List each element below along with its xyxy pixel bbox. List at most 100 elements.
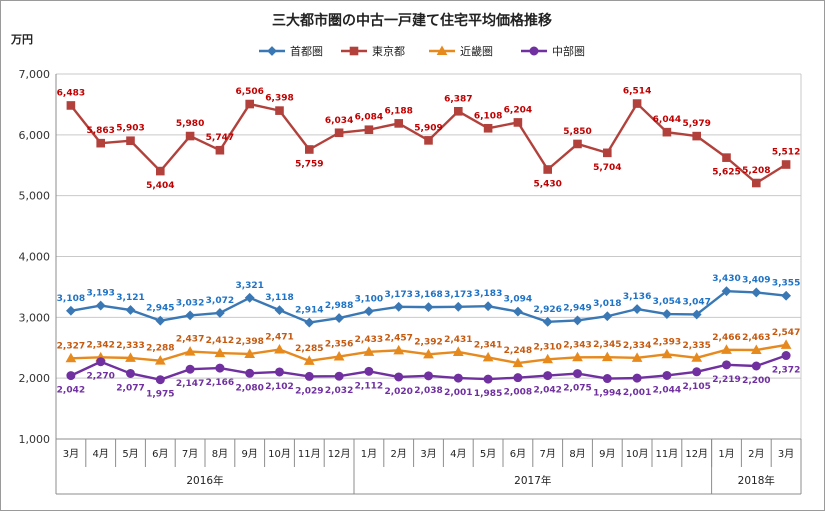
data-point [274,305,285,316]
data-label: 2,341 [474,340,502,350]
data-label: 3,032 [176,298,204,308]
legend-label: 近畿圏 [460,44,493,58]
x-tick-label: 2月 [748,448,764,460]
data-point [363,306,374,317]
data-label: 2,001 [623,388,651,398]
data-point [752,178,761,188]
data-label: 5,430 [533,180,561,190]
data-point [275,106,284,115]
data-label: 2,029 [295,386,323,396]
y-tick-label: 2,000 [19,372,51,385]
data-label: 3,173 [384,290,412,300]
data-label: 2,310 [533,342,561,352]
legend-label: 東京都 [372,44,405,58]
data-point [96,357,106,367]
data-point [424,371,433,381]
data-point [691,309,702,320]
data-point [751,287,762,298]
data-label: 3,054 [653,297,681,307]
data-label: 2,466 [712,333,740,343]
data-point [692,131,702,141]
data-point [245,99,254,109]
data-point [65,352,77,363]
data-label: 2,285 [295,344,323,354]
x-tick-label: 4月 [450,448,466,460]
data-label: 2,038 [414,386,442,396]
data-label: 2,248 [504,346,532,356]
data-point [215,363,225,373]
data-point [722,153,731,162]
year-label: 2017年 [514,474,551,487]
data-label: 1,975 [146,390,174,400]
data-label: 2,393 [653,337,681,347]
x-tick-label: 5月 [122,448,138,460]
data-point [185,131,195,141]
data-label: 2,001 [444,388,472,398]
data-point [483,123,493,133]
data-point [393,301,404,312]
data-label: 2,433 [355,335,383,345]
data-point [483,301,494,312]
data-point [349,46,359,56]
data-label: 2,327 [57,341,85,351]
year-label: 2016年 [186,474,223,487]
data-point [305,145,314,154]
data-point [483,374,493,384]
data-label: 3,409 [742,275,770,285]
data-label: 6,204 [504,105,532,115]
data-point [364,366,374,376]
data-label: 2,044 [653,385,681,395]
data-label: 2,105 [682,382,710,392]
data-label: 2,219 [712,375,740,385]
data-label: 2,335 [682,341,710,351]
data-point [513,373,523,383]
data-label: 2,166 [206,378,234,388]
data-label: 5,980 [176,119,204,129]
data-point [423,302,434,313]
data-label: 2,075 [563,384,591,394]
data-point [572,351,583,362]
data-point [275,367,284,377]
data-label: 6,034 [325,116,353,126]
data-label: 2,200 [742,376,770,386]
data-label: 2,412 [206,336,234,346]
x-tick-label: 10月 [626,448,649,460]
data-label: 3,072 [206,296,234,306]
data-point [244,348,256,358]
series-1 [66,99,791,188]
data-point [661,309,672,319]
data-point [601,351,613,362]
x-tick-label: 9月 [599,448,615,460]
data-point [334,128,344,138]
data-label: 5,979 [682,119,710,129]
data-label: 2,042 [57,386,85,396]
data-label: 2,020 [384,387,412,397]
legend-item: 首都圏 [259,44,323,58]
data-label: 2,926 [533,305,561,315]
data-point [453,301,464,312]
data-label: 3,321 [235,281,263,291]
data-point [436,45,448,55]
x-tick-label: 8月 [212,448,228,460]
x-tick-label: 10月 [268,448,291,460]
data-point [125,305,136,315]
data-label: 6,108 [474,111,502,121]
data-label: 2,008 [504,388,532,398]
data-label: 3,018 [593,299,621,309]
data-label: 5,903 [116,124,144,134]
x-tick-label: 7月 [540,448,556,460]
data-label: 2,112 [355,381,383,391]
data-label: 3,168 [414,290,442,300]
data-label: 5,909 [414,123,442,133]
data-label: 3,108 [57,294,85,304]
data-label: 3,173 [444,290,472,300]
x-tick-label: 3月 [63,448,79,460]
x-tick-label: 1月 [718,448,734,460]
data-point [333,350,345,361]
data-label: 2,288 [146,344,174,354]
data-label: 5,704 [593,163,621,173]
data-label: 2,471 [265,333,293,343]
data-label: 6,506 [235,87,263,97]
data-point [780,339,792,349]
